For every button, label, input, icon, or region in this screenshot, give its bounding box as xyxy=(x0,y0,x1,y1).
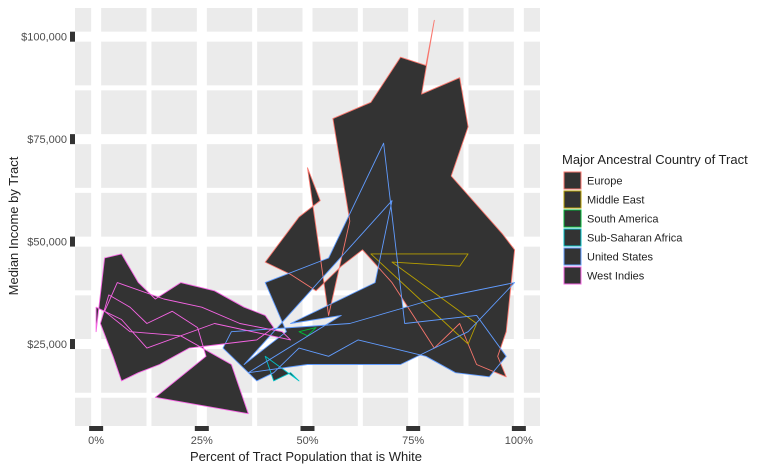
x-tick-mark xyxy=(511,426,526,431)
y-tick-label: $75,000 xyxy=(27,134,67,146)
y-tick-label: $100,000 xyxy=(21,32,67,44)
series-polygon-united-states xyxy=(223,143,515,381)
legend-key-middle-east xyxy=(563,190,582,209)
legend-label-middle-east: Middle East xyxy=(587,195,644,207)
legend-key-west-indies xyxy=(563,266,582,285)
legend-key-sub-saharan-africa xyxy=(563,228,582,247)
legend-label-europe: Europe xyxy=(587,176,622,188)
legend-label-united-states: United States xyxy=(587,252,654,264)
y-tick-mark xyxy=(70,134,75,145)
legend: Major Ancestral Country of Tract Europe M… xyxy=(562,152,748,285)
series-path-west-indies xyxy=(95,253,292,415)
series-path-south-america xyxy=(298,327,317,337)
y-tick-label: $25,000 xyxy=(27,339,67,351)
legend-title: Major Ancestral Country of Tract xyxy=(562,152,748,167)
y-tick-mark xyxy=(70,236,75,247)
x-tick-label: 50% xyxy=(296,435,318,447)
legend-key-united-states xyxy=(563,247,582,266)
x-tick-label: 25% xyxy=(191,435,213,447)
x-tick-label: 75% xyxy=(402,435,424,447)
legend-label-south-america: South America xyxy=(587,214,659,226)
legend-key-europe xyxy=(563,171,582,190)
y-tick-mark xyxy=(70,31,75,42)
x-tick-mark xyxy=(406,426,421,431)
x-tick-mark xyxy=(89,426,104,431)
series-path-united-states xyxy=(222,142,516,382)
legend-label-sub-saharan-africa: Sub-Saharan Africa xyxy=(587,233,683,245)
x-axis-title: Percent of Tract Population that is Whit… xyxy=(190,449,422,464)
series-path-europe xyxy=(264,19,516,378)
y-tick-mark xyxy=(70,339,75,350)
series-path-middle-east xyxy=(370,253,478,345)
legend-key-south-america xyxy=(563,209,582,228)
y-tick-label: $50,000 xyxy=(27,237,67,249)
series-polygon-west-indies xyxy=(96,253,291,414)
x-tick-label: 100% xyxy=(505,435,533,447)
x-tick-label: 0% xyxy=(88,435,104,447)
series-polygon-sub-saharan-africa xyxy=(265,356,299,381)
y-axis-title: Median Income by Tract xyxy=(6,156,21,295)
series-path-sub-saharan-africa xyxy=(264,355,300,382)
legend-label-west-indies: West Indies xyxy=(587,271,645,283)
x-tick-mark xyxy=(194,426,209,431)
x-tick-mark xyxy=(300,426,315,431)
